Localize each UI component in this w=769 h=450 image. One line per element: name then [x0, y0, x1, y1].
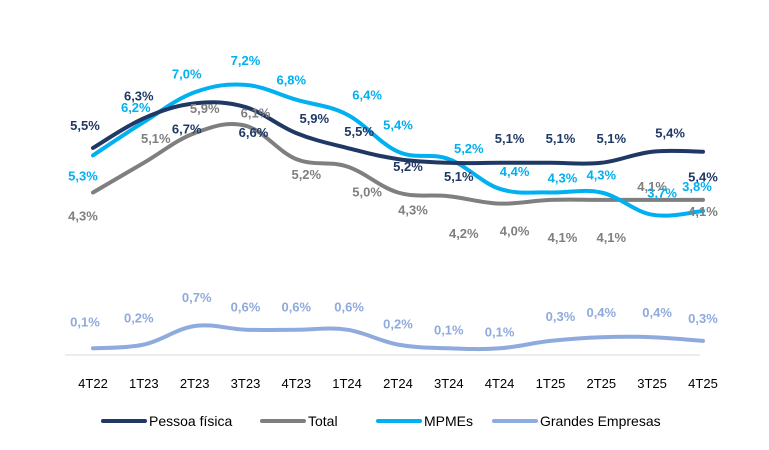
data-label: 4,1% — [548, 230, 578, 245]
data-label: 4,0% — [500, 224, 530, 239]
x-tick-label: 4T23 — [281, 376, 311, 391]
data-label: 5,2% — [291, 167, 321, 182]
legend-label: Grandes Empresas — [540, 413, 661, 429]
data-label: 4,3% — [398, 203, 428, 218]
legend-label: MPMEs — [424, 413, 473, 429]
data-label: 5,1% — [546, 131, 576, 146]
data-label: 0,2% — [383, 317, 413, 332]
data-label: 0,4% — [642, 305, 672, 320]
data-label: 5,4% — [655, 126, 685, 141]
data-label: 7,2% — [231, 53, 261, 68]
data-label: 5,4% — [383, 118, 413, 133]
series-line-total — [91, 121, 705, 206]
data-label: 6,7% — [172, 121, 202, 136]
x-tick-label: 1T23 — [129, 376, 159, 391]
data-label: 0,4% — [586, 305, 616, 320]
data-label: 5,9% — [299, 111, 329, 126]
data-label: 4,4% — [500, 164, 530, 179]
data-label: 3,8% — [682, 179, 712, 194]
data-label: 5,1% — [444, 169, 474, 184]
legend-label: Pessoa física — [149, 413, 232, 429]
data-labels: 5,5% 6,3% 6,7% 6,6% 5,9% 5,5% 5,2% 5,1% 5,1% 5,1%… — [68, 53, 718, 339]
data-label: 0,1% — [70, 314, 100, 329]
data-label: 5,1% — [495, 131, 525, 146]
series-line-grandes-empresas — [91, 323, 705, 352]
data-label: 5,4% — [688, 170, 718, 185]
data-label: 7,0% — [172, 66, 202, 81]
data-label: 0,3% — [688, 311, 718, 326]
data-label: 6,6% — [239, 125, 269, 140]
x-tick-label: 3T24 — [434, 376, 464, 391]
data-label: 0,6% — [334, 300, 364, 315]
x-tick-label: 4T22 — [78, 376, 108, 391]
x-tick-label: 3T23 — [231, 376, 261, 391]
x-tick-label: 2T24 — [383, 376, 413, 391]
data-label: 3,7% — [647, 186, 677, 201]
x-tick-label: 1T25 — [536, 376, 566, 391]
data-label: 5,5% — [344, 124, 374, 139]
data-label: 5,2% — [393, 159, 423, 174]
data-label: 5,3% — [68, 168, 98, 183]
data-label: 5,9% — [190, 101, 220, 116]
data-label: 6,3% — [124, 88, 154, 103]
data-label: 4,1% — [688, 204, 718, 219]
data-label: 0,2% — [124, 311, 154, 326]
x-tick-label: 2T23 — [180, 376, 210, 391]
data-label: 6,4% — [352, 88, 382, 103]
x-tick-label: 4T25 — [688, 376, 718, 391]
data-label: 0,1% — [434, 322, 464, 337]
x-axis-ticks: 4T22 1T23 2T23 3T23 4T23 1T24 2T24 3T24 4T24 1T25… — [78, 376, 718, 391]
data-label: 0,1% — [485, 324, 515, 339]
x-tick-label: 2T25 — [586, 376, 616, 391]
data-label: 4,3% — [586, 168, 616, 183]
data-label: 0,3% — [546, 309, 576, 324]
x-tick-label: 1T24 — [332, 376, 362, 391]
data-label: 5,5% — [70, 118, 100, 133]
x-tick-label: 3T25 — [637, 376, 667, 391]
x-tick-label: 4T24 — [485, 376, 515, 391]
data-label: 4,2% — [449, 226, 479, 241]
legend-label: Total — [308, 413, 338, 429]
data-label: 5,1% — [141, 131, 171, 146]
data-label: 0,7% — [182, 290, 212, 305]
data-label: 5,2% — [454, 141, 484, 156]
data-label: 4,1% — [596, 230, 626, 245]
series-lines — [91, 82, 705, 352]
data-label: 4,3% — [68, 209, 98, 224]
data-label: 5,1% — [596, 131, 626, 146]
data-label: 6,2% — [121, 100, 151, 115]
data-label: 6,8% — [276, 73, 306, 88]
data-label: 5,0% — [352, 185, 382, 200]
data-label: 0,6% — [281, 300, 311, 315]
data-label: 4,1% — [637, 179, 667, 194]
series-line-pessoa-fisica — [91, 100, 705, 166]
series-line-mpmes — [91, 82, 705, 218]
data-label: 0,6% — [231, 300, 261, 315]
data-label: 6,1% — [241, 106, 271, 121]
legend: Pessoa física Total MPMEs Grandes Empresas — [101, 413, 661, 429]
data-label: 4,3% — [548, 171, 578, 186]
